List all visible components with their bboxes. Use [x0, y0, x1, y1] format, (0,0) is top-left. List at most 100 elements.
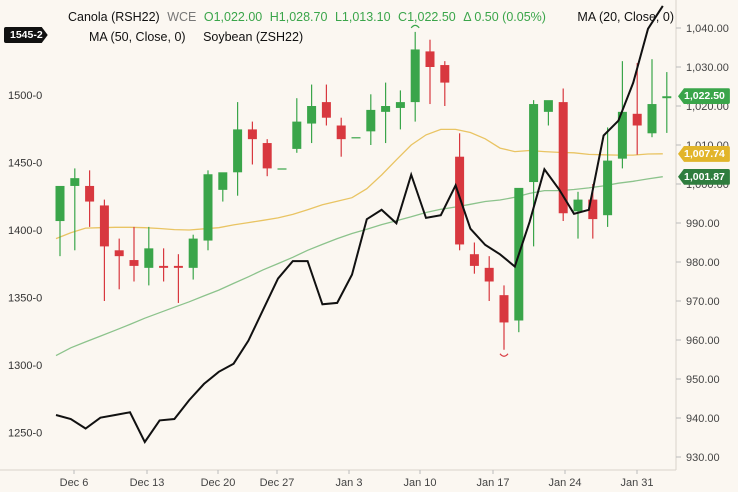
left-tick-label: 1500-0 — [8, 90, 42, 102]
candle-body — [99, 205, 109, 247]
high-label: H — [269, 10, 279, 24]
ohlc-close: C1,022.50 — [398, 10, 456, 24]
candle-body — [203, 174, 213, 241]
candle-body — [603, 160, 613, 216]
right-tick-label: 940.00 — [686, 413, 720, 425]
x-tick-label: Dec 6 — [60, 477, 89, 489]
x-tick-label: Jan 10 — [403, 477, 436, 489]
high-low-markers — [410, 24, 509, 357]
open-label: O — [203, 10, 214, 24]
candles — [55, 31, 672, 350]
close-label: C — [398, 10, 408, 24]
candle-body — [529, 104, 539, 183]
x-axis-ticks: Dec 6 Dec 13 Dec 20 Dec 27 Jan 3 Jan 10 Jan 17… — [60, 470, 654, 489]
ohlc-open: O1,022.00 — [204, 10, 262, 24]
left-tick-label: 1300-0 — [8, 360, 42, 372]
candle-body — [277, 168, 287, 170]
right-tick-label: 990.00 — [686, 218, 720, 230]
symbol-label[interactable]: Canola (RSH22) — [68, 10, 160, 24]
candle-body — [484, 267, 494, 282]
candle-body — [395, 102, 405, 108]
close-value: 1,022.50 — [407, 10, 456, 24]
left-tick-label: 1450-0 — [8, 158, 42, 170]
grid — [0, 0, 677, 471]
right-tick-label: 950.00 — [686, 374, 720, 386]
candle-body — [159, 265, 169, 268]
x-tick-label: Jan 31 — [620, 477, 653, 489]
ma50-legend[interactable]: MA (50, Close, 0) — [89, 30, 186, 44]
candle-body — [351, 137, 361, 139]
low-marker — [499, 353, 509, 357]
right-tick-label: 930.00 — [686, 452, 720, 464]
left-tick-label: 1350-0 — [8, 293, 42, 305]
candle-body — [440, 65, 450, 83]
candle-body — [307, 106, 317, 124]
legend-line-2: MA (50, Close, 0) Soybean (ZSH22) — [89, 30, 307, 44]
x-tick-label: Dec 13 — [130, 477, 165, 489]
candle-body — [218, 172, 228, 190]
left-tick-label: 1250-0 — [8, 428, 42, 440]
candle-body — [247, 129, 257, 140]
candle-body — [588, 199, 598, 220]
candle-body — [292, 121, 302, 149]
candle-body — [173, 265, 183, 268]
candle-body — [499, 295, 509, 323]
left-price-tag: 1545-2 — [4, 27, 48, 43]
candle-body — [573, 199, 583, 212]
legend-line-1: Canola (RSH22) WCE O1,022.00 H1,028.70 L… — [68, 10, 678, 24]
candle-body — [336, 125, 346, 140]
candle-body — [632, 113, 642, 126]
change-value: Δ 0.50 (0.05%) — [463, 10, 546, 24]
x-tick-label: Jan 17 — [476, 477, 509, 489]
ohlc-low: L1,013.10 — [335, 10, 391, 24]
candle-body — [188, 238, 198, 268]
exchange-label: WCE — [167, 10, 197, 24]
candle-body — [617, 111, 627, 159]
right-tick-label: 1,040.00 — [686, 23, 729, 35]
candle-body — [321, 102, 331, 118]
candle-body — [469, 254, 479, 266]
candle-body — [662, 96, 672, 99]
x-tick-label: Dec 20 — [201, 477, 236, 489]
ma20-line — [55, 128, 663, 240]
x-tick-label: Jan 24 — [548, 477, 581, 489]
candle-body — [114, 250, 124, 257]
low-value: 1,013.10 — [341, 10, 391, 24]
candle-body — [425, 51, 435, 67]
right-tick-label: 970.00 — [686, 296, 720, 308]
x-tick-label: Jan 3 — [336, 477, 363, 489]
soybean-path — [55, 5, 664, 444]
ma20-path — [55, 128, 663, 240]
right-tick-label: 1,030.00 — [686, 62, 729, 74]
candle-body — [410, 49, 420, 103]
candle-body — [144, 248, 154, 268]
low-label: L — [334, 10, 342, 24]
right-tick-label: 980.00 — [686, 257, 720, 269]
soybean-line — [55, 5, 664, 444]
left-tick-label: 1400-0 — [8, 225, 42, 237]
open-value: 1,022.00 — [213, 10, 263, 24]
ma20-value-tag: 1,007.74 — [678, 145, 730, 162]
high-marker — [410, 24, 420, 29]
candle-body — [233, 129, 243, 173]
candle-body — [381, 106, 391, 112]
candle-body — [70, 178, 80, 186]
ma20-legend[interactable]: MA (20, Close, 0) — [577, 10, 674, 24]
ohlc-high: H1,028.70 — [270, 10, 328, 24]
candle-body — [366, 109, 376, 132]
ma50-value-tag: 1,001.87 — [678, 168, 730, 185]
candle-body — [85, 185, 95, 202]
candle-body — [55, 185, 65, 222]
candle-body — [647, 104, 657, 134]
candle-body — [543, 100, 553, 112]
left-axis-ticks: 1500-0 1450-0 1400-0 1350-0 1300-0 1250-0 — [8, 90, 42, 440]
compare-legend[interactable]: Soybean (ZSH22) — [203, 30, 304, 44]
candle-body — [455, 156, 465, 245]
last-price-tag: 1,022.50 — [678, 88, 730, 105]
candle-body — [558, 102, 568, 214]
candle-body — [129, 260, 139, 266]
high-value: 1,028.70 — [278, 10, 328, 24]
x-tick-label: Dec 27 — [260, 477, 295, 489]
candle-body — [262, 143, 272, 169]
